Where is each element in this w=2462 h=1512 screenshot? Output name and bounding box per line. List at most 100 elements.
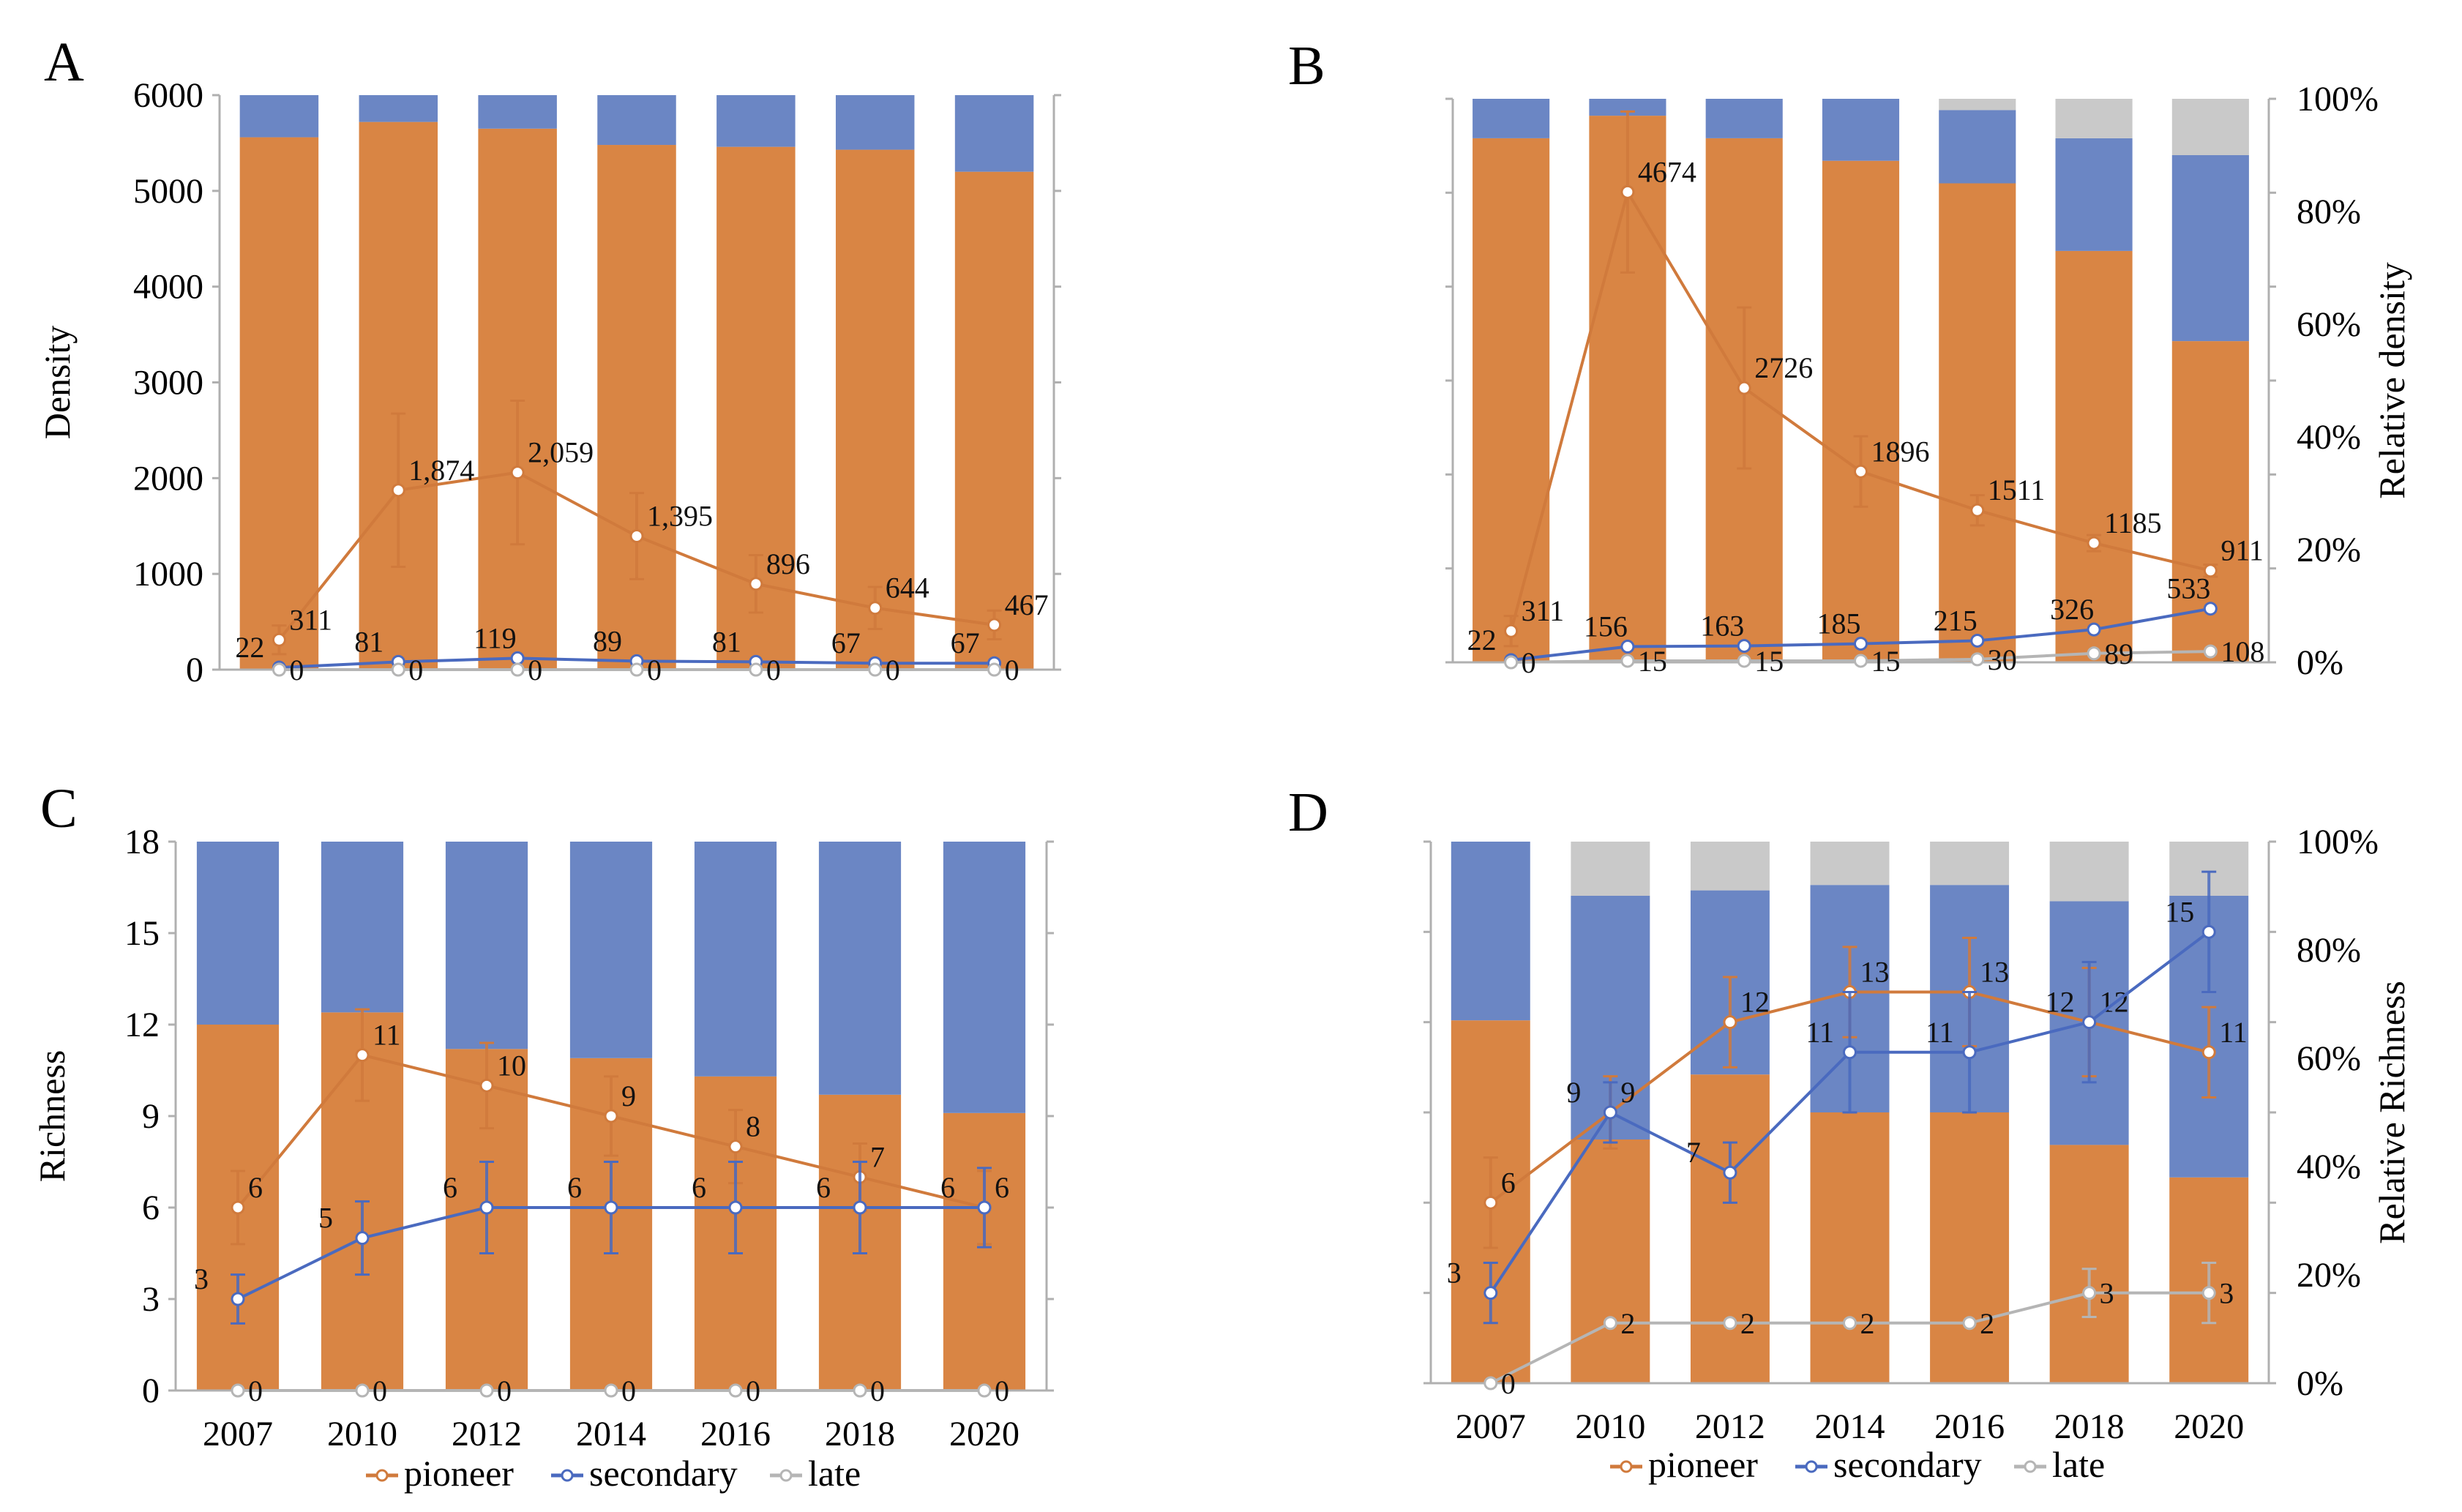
bar-pioneer-2016 <box>1939 183 2016 662</box>
point-late-2012 <box>1723 1316 1737 1331</box>
data-label-secondary: 11 <box>1806 1016 1835 1049</box>
y-tick-label-right: 60% <box>2297 305 2361 344</box>
data-label-secondary: 67 <box>831 626 861 659</box>
data-label-secondary: 7 <box>1686 1136 1701 1169</box>
data-label-secondary: 533 <box>2166 572 2210 605</box>
point-secondary-2010 <box>1620 640 1635 654</box>
point-late-2014 <box>1843 1316 1857 1331</box>
y-tick-label: 5000 <box>133 172 203 211</box>
bar-pioneer-2014 <box>1822 160 1900 662</box>
data-label-late: 3 <box>2100 1277 2114 1310</box>
data-label-secondary: 67 <box>951 626 980 659</box>
point-pioneer-2014 <box>1854 464 1868 479</box>
data-label-secondary: 6 <box>940 1171 955 1204</box>
data-label-late: 0 <box>497 1374 512 1407</box>
bar-secondary-2020 <box>2171 155 2249 342</box>
bar-pioneer-2018 <box>2055 250 2133 662</box>
bar-secondary-2018 <box>818 842 902 1095</box>
bar-late-2010 <box>1571 842 1650 896</box>
bar-secondary-2007 <box>1451 842 1530 1021</box>
point-pioneer-2012 <box>510 465 525 480</box>
point-late-2018 <box>853 1383 867 1398</box>
data-label-pioneer: 4674 <box>1638 155 1696 188</box>
data-label-secondary: 12 <box>2046 986 2075 1019</box>
data-label-pioneer: 9 <box>621 1079 636 1112</box>
x-tick-label-2014: 2014 <box>576 1415 646 1453</box>
data-label-pioneer: 1185 <box>2104 506 2162 539</box>
point-secondary-2014 <box>1843 1045 1857 1060</box>
y-tick-label: 18 <box>124 823 160 861</box>
legend-d: pioneer secondary late <box>1610 1444 2105 1485</box>
data-label-late: 108 <box>2220 635 2264 668</box>
point-secondary-2016 <box>1970 633 1985 648</box>
y-axis-title: Density <box>37 326 78 440</box>
point-late-2014 <box>604 1383 618 1398</box>
point-late-2016 <box>749 662 763 677</box>
data-label-pioneer: 13 <box>1860 956 1890 989</box>
point-pioneer-2010 <box>1620 184 1635 199</box>
data-label-late: 0 <box>1522 646 1536 679</box>
y-tick-label: 0 <box>142 1371 160 1410</box>
data-label-late: 0 <box>766 654 781 686</box>
point-secondary-2018 <box>853 1200 867 1215</box>
bar-secondary-2014 <box>569 842 653 1058</box>
point-late-2020 <box>987 662 1002 677</box>
point-secondary-2007 <box>231 1292 245 1306</box>
data-label-pioneer: 1896 <box>1871 435 1930 468</box>
data-label-pioneer: 644 <box>886 572 929 605</box>
point-late-2016 <box>728 1383 743 1398</box>
data-label-secondary: 163 <box>1700 610 1744 643</box>
point-secondary-2020 <box>977 1200 992 1215</box>
point-late-2007 <box>272 662 286 677</box>
data-label-pioneer: 12 <box>1740 986 1770 1019</box>
data-label-late: 30 <box>1988 643 2017 676</box>
data-label-pioneer: 1511 <box>1988 474 2046 506</box>
data-label-pioneer: 911 <box>2220 534 2264 567</box>
bar-pioneer-2007 <box>239 137 319 670</box>
data-label-secondary: 81 <box>712 625 741 658</box>
data-label-secondary: 22 <box>235 631 264 664</box>
data-label-pioneer: 10 <box>497 1049 526 1082</box>
data-label-pioneer: 311 <box>289 603 332 636</box>
data-label-secondary: 215 <box>1934 604 1978 637</box>
data-label-secondary: 89 <box>593 624 622 657</box>
legend-label-late: late <box>2052 1444 2105 1485</box>
bar-pioneer-2014 <box>597 145 676 670</box>
point-secondary-2018 <box>2087 622 2101 637</box>
data-label-late: 0 <box>373 1374 387 1407</box>
point-pioneer-2016 <box>1970 503 1985 517</box>
bar-late-2012 <box>1690 842 1770 891</box>
data-label-pioneer: 11 <box>2219 1016 2248 1049</box>
data-label-late: 0 <box>886 654 900 686</box>
panel-letter: B <box>1288 35 1325 97</box>
point-pioneer-2007 <box>272 632 286 647</box>
data-label-late: 0 <box>1501 1367 1516 1400</box>
data-label-pioneer: 9 <box>1620 1076 1635 1109</box>
panel-d: D 0% 20% 40% 60% 80% 100% Relative Richness 2007… <box>1288 782 2412 1446</box>
point-late-2020 <box>2203 644 2218 659</box>
data-label-pioneer: 2,059 <box>528 436 594 469</box>
legend-label-secondary: secondary <box>589 1453 738 1494</box>
legend-marker-late <box>779 1469 793 1482</box>
data-label-secondary: 156 <box>1584 610 1628 643</box>
y-tick-label: 2000 <box>133 459 203 498</box>
y-axis-title: Richness <box>31 1050 72 1183</box>
bar-late-2016 <box>1939 99 2016 111</box>
data-label-pioneer: 11 <box>373 1019 401 1052</box>
data-label-secondary: 81 <box>354 625 383 658</box>
bar-secondary-2007 <box>239 95 319 138</box>
data-label-pioneer: 6 <box>248 1171 263 1204</box>
point-pioneer-2018 <box>868 601 883 615</box>
data-label-secondary: 6 <box>567 1171 582 1204</box>
data-label-late: 89 <box>2104 637 2133 670</box>
data-label-late: 2 <box>1620 1307 1635 1340</box>
y-tick-label: 15 <box>124 914 160 953</box>
point-secondary-2020 <box>2201 924 2216 939</box>
data-label-secondary: 11 <box>1926 1016 1954 1049</box>
point-pioneer-2012 <box>1723 1015 1737 1030</box>
data-label-late: 15 <box>1754 645 1784 678</box>
bar-late-2020 <box>2171 99 2249 155</box>
bar-secondary-2007 <box>196 842 280 1025</box>
data-label-late: 0 <box>647 654 662 686</box>
